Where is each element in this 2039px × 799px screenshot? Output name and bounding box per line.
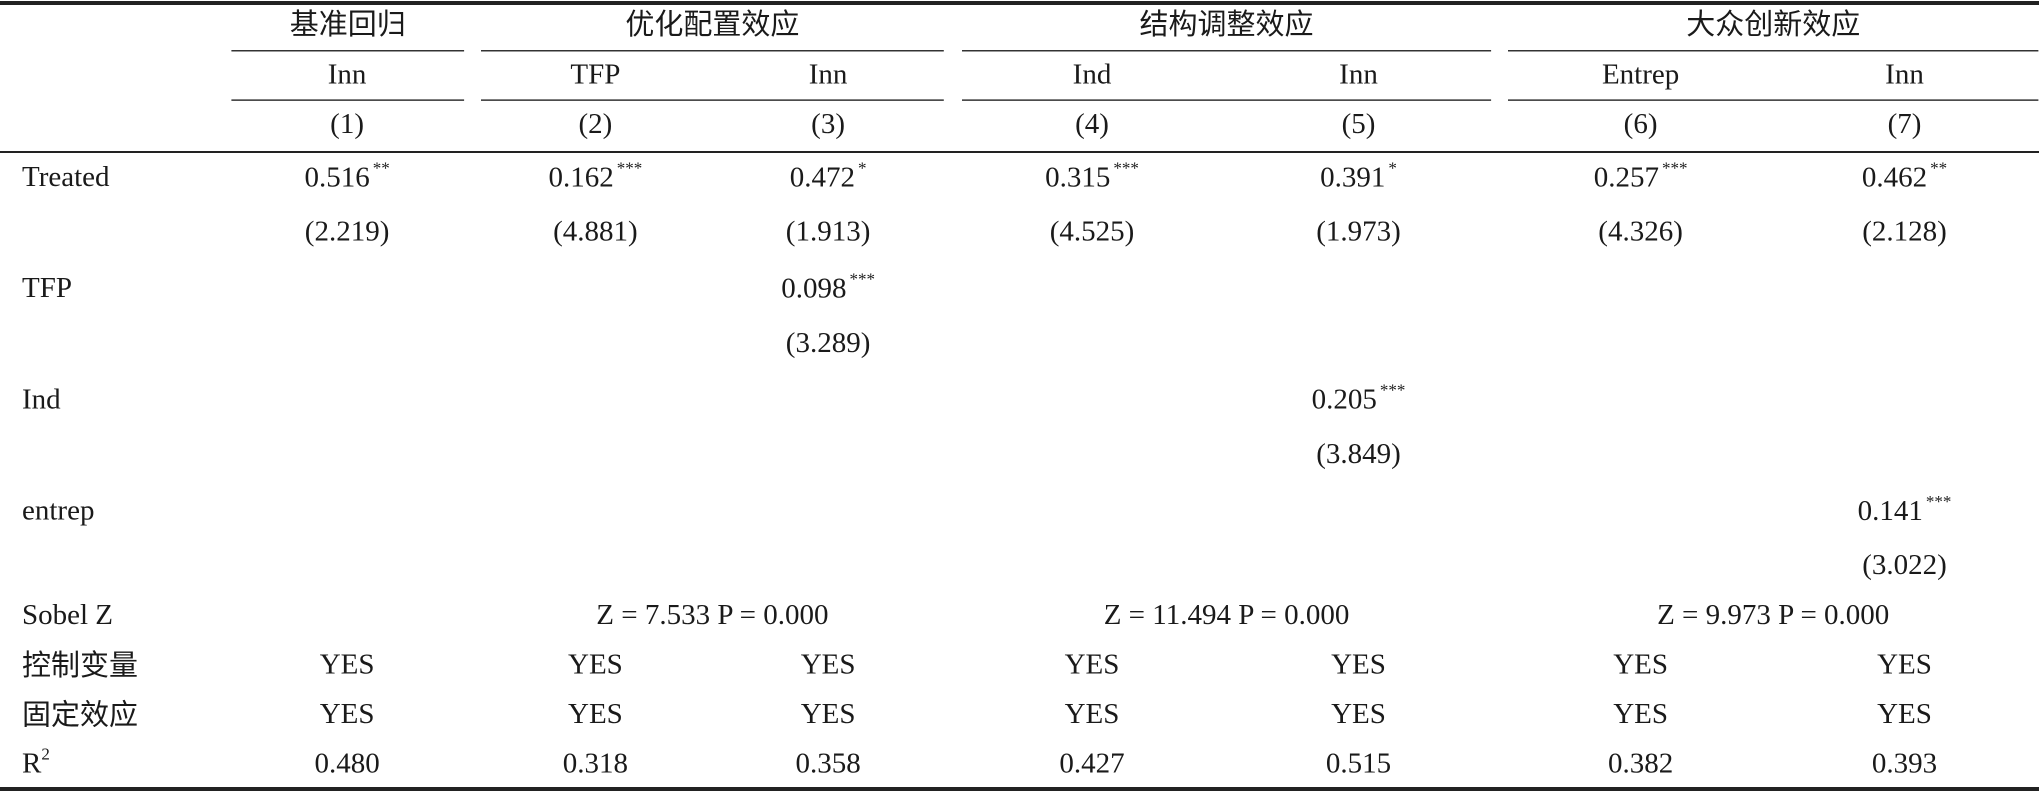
significance-stars: ** (373, 158, 390, 177)
cell: YES (568, 698, 623, 730)
row-label: R2 (22, 745, 50, 780)
dependent-variable: Inn (1339, 58, 1378, 90)
row-label: Treated (22, 161, 110, 193)
coefficient-value: 0.162 (549, 161, 614, 193)
column-number: (7) (1888, 108, 1922, 140)
coefficient-value: 0.098 (781, 272, 846, 304)
cell: YES (801, 649, 856, 681)
cell: YES (801, 698, 856, 730)
cell: YES (320, 649, 375, 681)
significance-stars: *** (1926, 492, 1952, 511)
row-label: TFP (22, 272, 72, 304)
dependent-variable: TFP (570, 58, 620, 90)
t-statistic: (1.973) (1316, 216, 1401, 248)
dependent-variable: Inn (328, 58, 367, 90)
row-label: entrep (22, 495, 94, 527)
row-label: 固定效应 (22, 697, 138, 731)
coefficient-value: 0.462 (1862, 161, 1927, 193)
column-number: (2) (578, 108, 612, 140)
t-statistic: (3.849) (1316, 438, 1401, 470)
cell: YES (1065, 649, 1120, 681)
sobel-result: Z = 9.973 P = 0.000 (1657, 599, 1889, 631)
t-statistic: (4.326) (1598, 216, 1683, 248)
coefficient-value: 0.472 (790, 161, 855, 193)
coefficient-value: 0.315 (1045, 161, 1110, 193)
cell: 0.515 (1326, 747, 1391, 779)
coefficient: 0.162 *** (549, 158, 643, 193)
coefficient-value: 0.391 (1320, 161, 1385, 193)
t-statistic: (2.219) (305, 216, 390, 248)
row-label-superscript: 2 (41, 745, 50, 764)
cell: YES (1613, 649, 1668, 681)
dependent-variable: Ind (1073, 58, 1112, 90)
dependent-variable: Inn (809, 58, 848, 90)
coefficient-value: 0.141 (1858, 495, 1923, 527)
cell: YES (1331, 649, 1386, 681)
coefficient: 0.315 *** (1045, 158, 1139, 193)
cell: 0.358 (795, 747, 860, 779)
significance-stars: *** (1662, 158, 1688, 177)
t-statistic: (4.525) (1050, 216, 1135, 248)
group-header: 基准回归 (290, 7, 406, 41)
coefficient: 0.141 *** (1858, 492, 1952, 527)
cell: 0.382 (1608, 747, 1673, 779)
t-statistic: (2.128) (1862, 216, 1947, 248)
cell: 0.393 (1872, 747, 1937, 779)
dependent-variable: Inn (1885, 58, 1924, 90)
t-statistic: (3.022) (1862, 549, 1947, 581)
dependent-variable: Entrep (1602, 58, 1679, 90)
row-label: Ind (22, 383, 61, 415)
significance-stars: * (1388, 158, 1397, 177)
coefficient-value: 0.257 (1594, 161, 1659, 193)
cell: YES (1331, 698, 1386, 730)
sobel-result: Z = 7.533 P = 0.000 (596, 599, 828, 631)
cell: YES (568, 649, 623, 681)
group-header: 结构调整效应 (1140, 7, 1314, 41)
column-number: (3) (811, 108, 845, 140)
column-number: (4) (1075, 108, 1109, 140)
significance-stars: *** (617, 158, 643, 177)
significance-stars: *** (1380, 381, 1406, 400)
cell: 0.480 (314, 747, 379, 779)
coefficient: 0.391 * (1320, 158, 1397, 193)
t-statistic: (1.913) (786, 216, 871, 248)
column-number: (6) (1624, 108, 1658, 140)
row-label: Sobel Z (22, 599, 113, 631)
sobel-result: Z = 11.494 P = 0.000 (1104, 599, 1350, 631)
coefficient: 0.462 ** (1862, 158, 1947, 193)
cell: YES (1877, 698, 1932, 730)
group-header: 优化配置效应 (625, 7, 799, 41)
significance-stars: *** (1113, 158, 1139, 177)
group-header: 大众创新效应 (1686, 7, 1860, 41)
coefficient: 0.472 * (790, 158, 867, 193)
coefficient: 0.205 *** (1312, 381, 1406, 416)
coefficient-value: 0.205 (1312, 383, 1377, 415)
cell: YES (320, 698, 375, 730)
cell: 0.318 (563, 747, 628, 779)
significance-stars: *** (849, 269, 875, 288)
t-statistic: (4.881) (553, 216, 638, 248)
column-number: (1) (330, 108, 364, 140)
cell: YES (1877, 649, 1932, 681)
cell: 0.427 (1059, 747, 1124, 779)
t-statistic: (3.289) (786, 327, 871, 359)
coefficient: 0.516 ** (304, 158, 389, 193)
coefficient-value: 0.516 (304, 161, 369, 193)
column-number: (5) (1342, 108, 1376, 140)
row-label: 控制变量 (22, 648, 138, 682)
significance-stars: * (858, 158, 867, 177)
significance-stars: ** (1930, 158, 1947, 177)
coefficient: 0.098 *** (781, 269, 875, 304)
cell: YES (1613, 698, 1668, 730)
cell: YES (1065, 698, 1120, 730)
coefficient: 0.257 *** (1594, 158, 1688, 193)
row-label-text: R (22, 747, 42, 779)
